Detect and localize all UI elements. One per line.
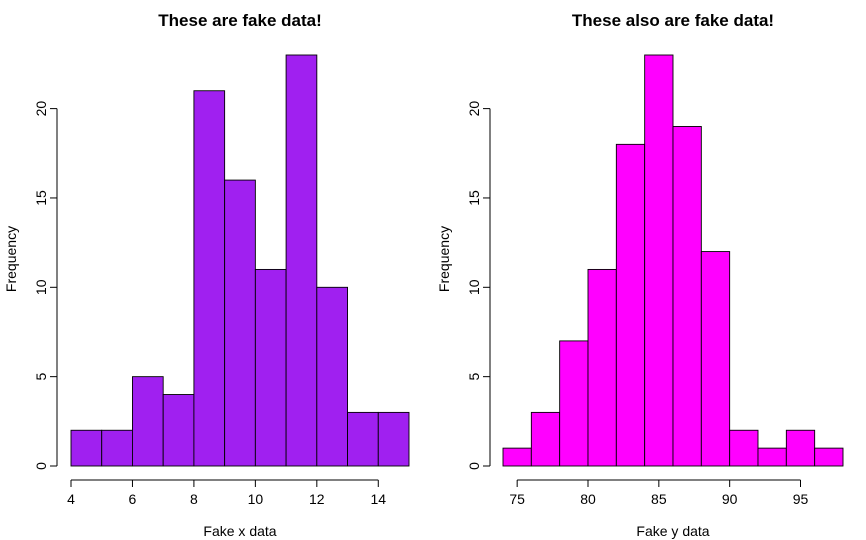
x-axis-label-right: Fake y data [636,523,709,539]
y-tick-label: 15 [33,190,49,206]
y-tick-label: 5 [33,373,49,381]
axes-right: 0 5 10 15 20 75 80 85 90 95 [466,101,808,507]
histogram-bar [587,268,617,467]
x-tick-label: 10 [248,491,264,507]
y-tick-label: 5 [466,373,482,381]
histogram-bar [502,447,532,467]
histogram-bar [700,251,731,467]
histogram-bar [162,394,195,467]
histogram-bar [347,411,379,467]
histogram-left: These are fake data! Fake x data Frequen… [3,11,410,539]
histogram-right: These also are fake data! Fake y data Fr… [436,11,844,539]
y-tick-label: 20 [466,101,482,117]
x-tick-label: 80 [580,491,596,507]
x-tick-label: 14 [370,491,386,507]
y-tick-label: 15 [466,190,482,206]
x-tick-label: 95 [793,491,809,507]
x-tick-label: 6 [129,491,137,507]
bars-right [502,54,844,467]
histogram-bar [316,286,348,467]
y-tick-label: 10 [33,279,49,295]
chart-title-left: These are fake data! [158,11,321,30]
histogram-bar [785,429,816,467]
x-tick-label: 90 [722,491,738,507]
y-tick-label: 0 [466,462,482,470]
x-tick-label: 85 [651,491,667,507]
y-axis-label-left: Frequency [3,226,19,292]
histogram-bar [101,429,133,467]
histogram-bar [757,447,787,467]
histogram-bar [193,90,226,467]
chart-title-right: These also are fake data! [572,11,774,30]
histogram-bar [814,447,844,467]
bars-left [70,54,410,467]
histogram-bar [615,143,646,467]
x-axis-label-left: Fake x data [203,523,276,539]
histogram-bar [559,340,589,467]
histogram-bar [644,54,674,467]
axes-left: 0 5 10 15 20 4 6 8 10 12 14 [33,101,386,507]
x-tick-label: 4 [67,491,75,507]
histogram-bar [377,411,410,467]
x-tick-label: 12 [309,491,325,507]
histogram-bar [132,376,164,467]
histogram-bar [285,54,318,467]
y-tick-label: 10 [466,279,482,295]
histogram-bar [729,429,759,467]
y-tick-label: 20 [33,101,49,117]
x-tick-label: 8 [190,491,198,507]
y-axis-label-right: Frequency [436,226,452,292]
histogram-bar [224,179,256,467]
histogram-bar [672,126,702,467]
histogram-bar [254,268,287,467]
y-tick-label: 0 [33,462,49,470]
histogram-bar [70,429,103,467]
histogram-bar [530,411,561,467]
x-tick-label: 75 [509,491,525,507]
